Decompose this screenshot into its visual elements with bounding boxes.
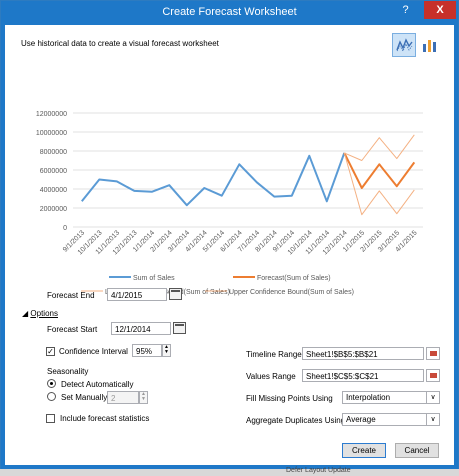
y-tick-label: 4000000 xyxy=(40,187,67,194)
forecast-start-input[interactable]: 12/1/2014 xyxy=(111,322,171,335)
include-stats-label: Include forecast statistics xyxy=(60,414,150,423)
timeline-range-label: Timeline Range xyxy=(246,350,302,359)
line-chart-button[interactable] xyxy=(392,33,416,57)
y-tick-label: 2000000 xyxy=(40,206,67,213)
confidence-interval-label: Confidence Interval xyxy=(59,347,128,356)
dialog-body: Use historical data to create a visual f… xyxy=(5,25,454,465)
values-range-picker-icon[interactable] xyxy=(426,369,440,382)
line-chart-icon xyxy=(396,38,413,52)
set-manually-label: Set Manually xyxy=(61,393,108,402)
legend-label: Sum of Sales xyxy=(133,275,175,282)
column-chart-button[interactable] xyxy=(418,33,442,57)
close-button[interactable]: X xyxy=(424,1,456,19)
series-line xyxy=(343,152,416,189)
detect-automatically-label: Detect Automatically xyxy=(61,380,134,389)
fill-missing-value: Interpolation xyxy=(346,393,391,402)
series-line xyxy=(81,152,346,207)
create-button[interactable]: Create xyxy=(342,443,386,458)
confidence-interval-spinner[interactable]: ▲ ▼ xyxy=(162,344,171,357)
y-tick-label: 0 xyxy=(63,225,67,232)
legend-label: Upper Confidence Bound(Sum of Sales) xyxy=(229,289,354,296)
help-button[interactable]: ? xyxy=(402,4,409,16)
options-toggle[interactable]: ◢ Options xyxy=(22,309,58,318)
chevron-down-icon: ∨ xyxy=(426,414,439,425)
chevron-down-icon: ∨ xyxy=(426,392,439,403)
legend-label: Forecast(Sum of Sales) xyxy=(257,275,331,282)
background-strip: Defer Layout Update xyxy=(0,467,459,476)
set-manually-spinner[interactable]: ▲ ▼ xyxy=(139,391,148,404)
cancel-button[interactable]: Cancel xyxy=(395,443,439,458)
seasonality-label: Seasonality xyxy=(47,367,89,376)
fill-missing-label: Fill Missing Points Using xyxy=(246,394,333,403)
forecast-start-calendar-icon[interactable] xyxy=(173,322,186,334)
y-tick-label: 10000000 xyxy=(36,130,67,137)
collapse-triangle-icon: ◢ xyxy=(22,309,29,318)
values-range-input[interactable]: Sheet1!$C$5:$C$21 xyxy=(302,369,424,382)
column-chart-icon xyxy=(423,40,436,52)
aggregate-value: Average xyxy=(346,415,376,424)
timeline-range-input[interactable]: Sheet1!$B$5:$B$21 xyxy=(302,347,424,360)
forecast-end-input[interactable]: 4/1/2015 xyxy=(107,288,167,301)
series-line xyxy=(344,134,415,161)
include-stats-checkbox[interactable] xyxy=(46,414,55,423)
title-bar: Create Forecast Worksheet ? X xyxy=(1,1,458,25)
y-tick-label: 8000000 xyxy=(40,149,67,156)
y-tick-label: 6000000 xyxy=(40,168,67,175)
series-line xyxy=(343,152,415,216)
forecast-start-label: Forecast Start xyxy=(47,325,98,334)
forecast-end-label: Forecast End xyxy=(47,291,95,300)
aggregate-label: Aggregate Duplicates Using xyxy=(246,416,346,425)
legend-label: Lower Confidence Bound(Sum of Sales) xyxy=(105,289,230,296)
forecast-end-calendar-icon[interactable] xyxy=(169,288,182,300)
background-text: Defer Layout Update xyxy=(286,467,351,474)
values-range-label: Values Range xyxy=(246,372,296,381)
timeline-range-picker-icon[interactable] xyxy=(426,347,440,360)
aggregate-select[interactable]: Average ∨ xyxy=(342,413,440,426)
confidence-interval-input[interactable]: 95% xyxy=(132,344,162,357)
fill-missing-select[interactable]: Interpolation ∨ xyxy=(342,391,440,404)
detect-automatically-radio[interactable] xyxy=(47,379,56,388)
set-manually-input[interactable]: 2 xyxy=(107,391,139,404)
intro-text: Use historical data to create a visual f… xyxy=(21,39,219,48)
forecast-chart: 0 2000000 4000000 6000000 8000000 10000000 120… xyxy=(36,111,423,296)
y-tick-label: 12000000 xyxy=(36,111,67,118)
confidence-interval-checkbox[interactable]: ✓ xyxy=(46,347,55,356)
set-manually-radio[interactable] xyxy=(47,392,56,401)
dialog-title: Create Forecast Worksheet xyxy=(162,6,297,18)
